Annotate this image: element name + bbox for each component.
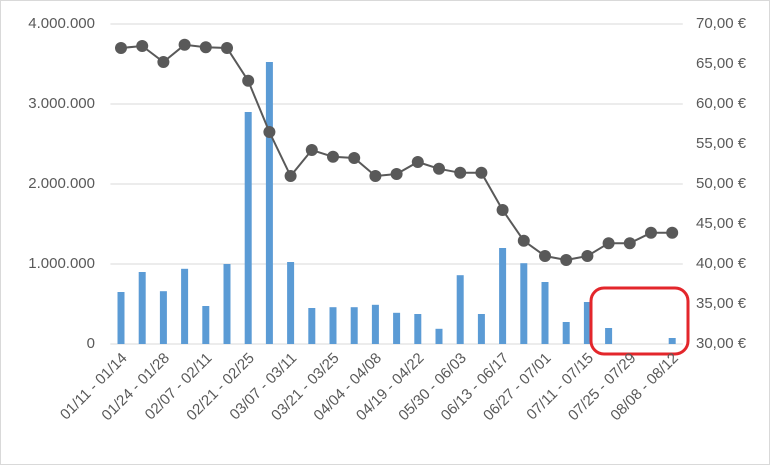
line-marker: [348, 152, 361, 164]
bar: [668, 338, 676, 344]
y2-tick-label: 65,00 €: [696, 55, 747, 72]
y2-tick-label: 30,00 €: [696, 335, 747, 352]
bar: [287, 262, 295, 344]
bar: [159, 291, 167, 344]
bar: [223, 264, 231, 344]
line-marker: [475, 166, 488, 179]
bar: [520, 263, 528, 344]
y-tick-label: 0: [87, 335, 95, 352]
y2-tick-label: 40,00 €: [696, 255, 747, 272]
bar: [329, 307, 337, 344]
y2-tick-label: 35,00 €: [696, 295, 747, 312]
y-tick-label: 4.000.000: [28, 15, 95, 32]
line-marker: [517, 234, 530, 247]
y2-tick-label: 60,00 €: [696, 95, 747, 112]
bar: [265, 62, 273, 344]
bar: [541, 282, 549, 344]
line-marker: [581, 250, 594, 262]
bar: [117, 292, 125, 344]
line-marker: [666, 226, 679, 239]
bar: [308, 308, 316, 344]
line-marker: [496, 204, 509, 216]
bar: [499, 248, 507, 344]
line-marker: [284, 170, 297, 182]
line-marker: [178, 38, 191, 51]
line-marker: [221, 42, 233, 54]
highlight-box: [589, 286, 690, 356]
line-marker: [136, 40, 149, 52]
y-tick-label: 2.000.000: [28, 175, 95, 192]
line-marker: [327, 150, 339, 163]
line-marker: [390, 168, 403, 180]
marks: [115, 38, 679, 344]
bar: [371, 304, 379, 344]
line-marker: [623, 237, 636, 250]
y2-tick-label: 70,00 €: [696, 15, 747, 32]
y-tick-label: 3.000.000: [28, 95, 95, 112]
line-marker: [539, 250, 551, 262]
line-marker: [157, 56, 170, 68]
line-marker: [263, 126, 276, 138]
bar: [414, 314, 422, 344]
line-marker: [602, 237, 615, 250]
line-marker: [115, 42, 127, 54]
bar: [350, 307, 358, 344]
bar: [435, 328, 443, 344]
bar: [477, 314, 485, 344]
y2-tick-label: 50,00 €: [696, 175, 747, 192]
bar: [562, 322, 570, 344]
y2-tick-label: 55,00 €: [696, 135, 747, 152]
y2-tick-label: 45,00 €: [696, 215, 747, 232]
line-marker: [242, 74, 255, 87]
line-marker: [305, 144, 318, 156]
line-marker: [433, 162, 445, 175]
line-marker: [369, 170, 382, 182]
y-tick-label: 1.000.000: [28, 255, 95, 272]
bar: [393, 312, 401, 344]
line-marker: [454, 166, 467, 179]
line-marker: [645, 226, 657, 239]
bar: [583, 302, 591, 344]
bar: [181, 268, 189, 344]
line-marker: [199, 41, 212, 54]
bar: [138, 272, 146, 344]
line-marker: [560, 254, 573, 266]
bar: [244, 112, 252, 344]
bar: [605, 328, 613, 344]
line-marker: [411, 156, 424, 168]
bar: [202, 306, 210, 344]
bar: [456, 275, 464, 344]
